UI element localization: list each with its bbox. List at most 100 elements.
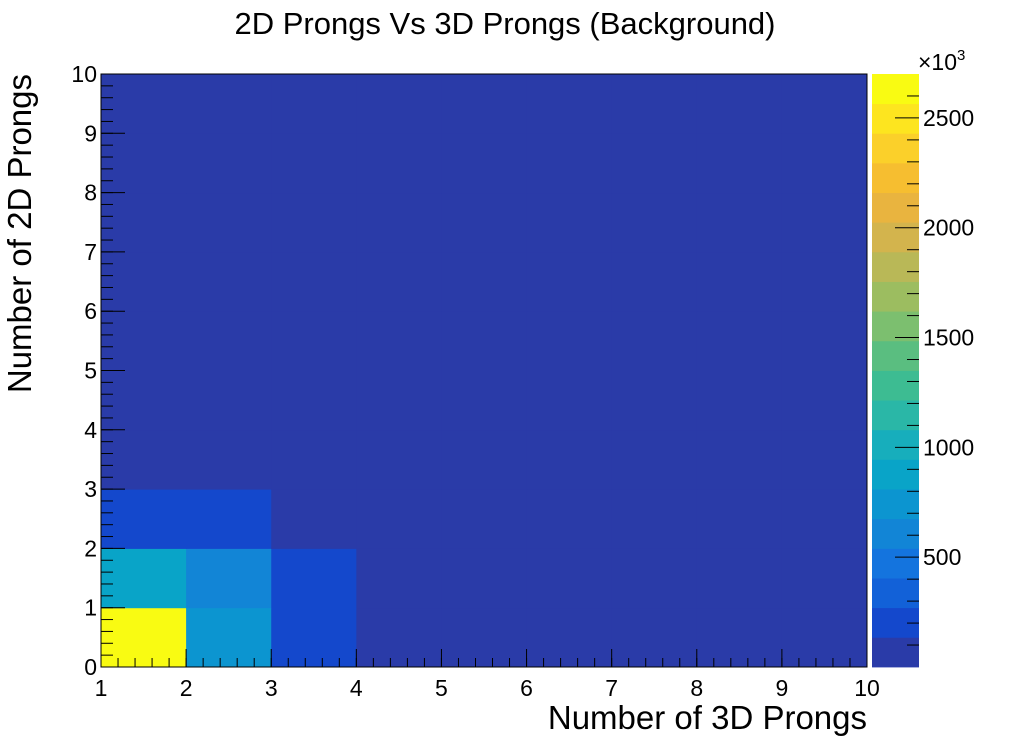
heatmap-cell: [271, 74, 357, 134]
x-tick-label: 8: [690, 675, 703, 701]
heatmap-cell: [696, 74, 783, 134]
heatmap-cell: [441, 370, 528, 431]
heatmap-cell: [611, 251, 698, 312]
colorbar-swatch: [872, 74, 919, 105]
heatmap-cell: [526, 548, 613, 609]
colorbar-swatch: [872, 162, 919, 193]
colorbar-swatch: [872, 459, 919, 490]
colorbar-multiplier-base: ×10: [918, 49, 957, 75]
y-tick-label: 8: [84, 180, 97, 206]
heatmap-cell: [271, 133, 357, 194]
heatmap-cell: [101, 548, 187, 609]
heatmap-cell: [696, 370, 783, 431]
heatmap-cell: [781, 429, 868, 490]
heatmap-cell: [696, 489, 783, 549]
y-tick-label: 9: [84, 120, 97, 146]
colorbar-swatch: [872, 518, 919, 549]
heatmap-cell: [781, 548, 868, 609]
x-tick-label: 3: [265, 675, 278, 701]
colorbar-swatch: [872, 222, 919, 253]
heatmap-cell: [186, 429, 272, 490]
heatmap-cell: [526, 311, 613, 371]
colorbar-tick-label: 2000: [923, 215, 974, 241]
heatmap-cell: [781, 74, 868, 134]
colorbar-tick-label: 1000: [923, 434, 974, 460]
heatmap-cell: [781, 192, 868, 253]
heatmap-cell: [441, 74, 528, 134]
heatmap-cell: [271, 251, 357, 312]
heatmap-cell: [101, 489, 187, 549]
heatmap-cell: [356, 429, 442, 490]
heatmap-cell: [526, 251, 613, 312]
heatmap-cell: [441, 311, 528, 371]
x-tick-label: 1: [95, 675, 108, 701]
colorbar-multiplier-exponent: 3: [957, 47, 965, 64]
heatmap-cell: [271, 311, 357, 371]
heatmap-cell: [356, 311, 442, 371]
y-tick-label: 3: [84, 476, 97, 502]
heatmap-cell: [526, 489, 613, 549]
heatmap-cell: [356, 74, 442, 134]
heatmap-cell: [696, 251, 783, 312]
heatmap-cell: [356, 251, 442, 312]
heatmap-cell: [611, 429, 698, 490]
heatmap-cell: [186, 311, 272, 371]
colorbar-swatch: [872, 281, 919, 312]
heatmap-cell: [186, 74, 272, 134]
heatmap-cell: [356, 489, 442, 549]
heatmap-cell: [186, 251, 272, 312]
heatmap-cell: [441, 489, 528, 549]
y-axis: 0 1 2 3 4 5 6 7 8 9 10: [71, 61, 125, 680]
heatmap-cell: [611, 192, 698, 253]
heatmap-cell: [696, 607, 783, 668]
heatmap-cell: [356, 548, 442, 609]
heatmap-cell: [101, 370, 187, 431]
heatmap-cell: [101, 133, 187, 194]
heatmap-cell: [781, 370, 868, 431]
heatmap-cell: [526, 133, 613, 194]
heatmap-cell: [526, 607, 613, 668]
colorbar-tick-label: 500: [923, 544, 961, 570]
heatmap-cell: [271, 370, 357, 431]
colorbar-tick-label: 2500: [923, 105, 974, 131]
heatmap-cell: [696, 192, 783, 253]
heatmap-cell: [611, 74, 698, 134]
colorbar-tick-label: 1500: [923, 325, 974, 351]
heatmap-cell: [271, 489, 357, 549]
y-tick-label: 10: [71, 61, 97, 87]
heatmap-cell: [611, 311, 698, 371]
heatmap-cell: [101, 429, 187, 490]
heatmap-cell: [441, 133, 528, 194]
colorbar-swatch: [872, 548, 919, 579]
x-axis-title: Number of 3D Prongs: [548, 699, 867, 736]
heatmap-cell: [356, 607, 442, 668]
heatmap-cell: [696, 548, 783, 609]
heatmap-cell: [101, 607, 187, 668]
colorbar-swatch: [872, 637, 919, 668]
heatmap-cell: [441, 429, 528, 490]
heatmap-cell: [611, 548, 698, 609]
colorbar: 500 1000 1500 2000 2500: [872, 74, 974, 668]
colorbar-swatch: [872, 192, 919, 223]
y-tick-label: 4: [84, 417, 97, 443]
x-tick-label: 10: [854, 675, 880, 701]
colorbar-swatch: [872, 370, 919, 401]
y-tick-label: 5: [84, 358, 97, 384]
heatmap-cell: [186, 133, 272, 194]
y-tick-label: 0: [84, 654, 97, 680]
heatmap-cell: [271, 429, 357, 490]
colorbar-swatch: [872, 311, 919, 342]
heatmap-cell: [186, 548, 272, 609]
heatmap-cell: [781, 489, 868, 549]
y-tick-label: 1: [84, 595, 97, 621]
heatmap-cell: [356, 133, 442, 194]
heatmap-cell: [526, 429, 613, 490]
heatmap-cell: [101, 251, 187, 312]
heatmap-cell: [526, 370, 613, 431]
colorbar-swatch: [872, 133, 919, 164]
heatmap-cell: [441, 548, 528, 609]
heatmap-cell: [271, 192, 357, 253]
heatmap-cell: [696, 429, 783, 490]
heatmap-cell: [441, 251, 528, 312]
